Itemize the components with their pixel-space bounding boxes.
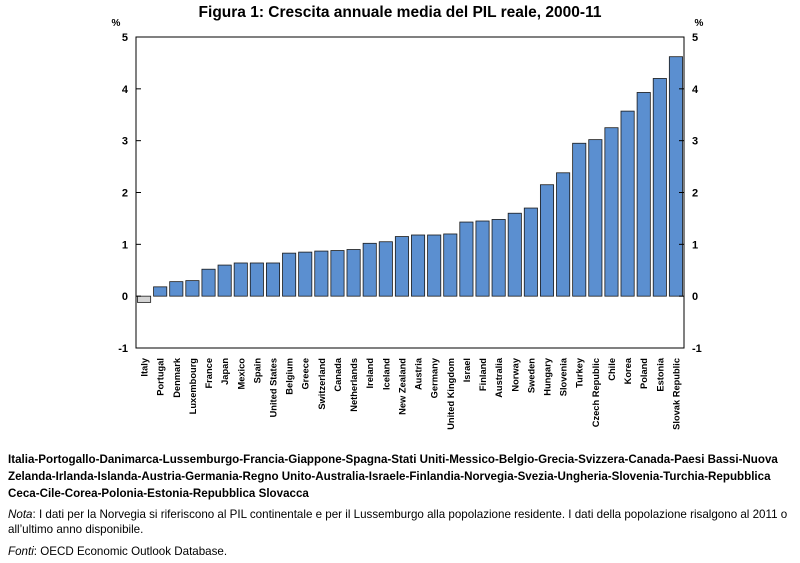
y-tick-label-left: 3 [122, 136, 128, 148]
x-tick-label: Norway [510, 357, 520, 391]
bar-new-zealand [394, 236, 409, 297]
bar-japan [217, 264, 232, 297]
y-tick-label-right: 1 [692, 239, 698, 251]
note-label: Nota [8, 508, 33, 521]
bar-united-kingdom [443, 233, 458, 297]
bar-austria [411, 234, 426, 297]
x-tick-label: Mexico [236, 358, 246, 390]
y-tick-label-left: 0 [122, 291, 128, 303]
bar-slovak-republic [668, 56, 683, 297]
x-tick-label: United Kingdom [446, 358, 456, 430]
x-tick-label: Czech Republic [591, 358, 601, 427]
bar-finland [475, 220, 490, 297]
x-tick-label: Spain [252, 358, 262, 384]
x-tick-label: Portugal [156, 358, 166, 396]
y-tick-label-right: 3 [692, 136, 698, 148]
bar-mexico [233, 262, 248, 297]
source-body: : OECD Economic Outlook Database. [33, 545, 228, 558]
y-tick-label-right: 5 [692, 32, 698, 44]
y-tick-label-right: 0 [692, 291, 698, 303]
x-tick-label: Estonia [655, 357, 665, 391]
x-tick-label: Slovenia [559, 357, 569, 396]
source-text: Fonti: OECD Economic Outlook Database. [8, 544, 793, 559]
y-tick-label-right: -1 [692, 343, 702, 355]
x-tick-label: Switzerland [317, 358, 327, 410]
y-axis-unit-right: % [695, 18, 704, 29]
note-body: : I dati per la Norvegia si riferiscono … [8, 508, 788, 536]
x-tick-label: Canada [333, 357, 343, 391]
x-tick-label: France [204, 358, 214, 389]
x-tick-label: Poland [639, 358, 649, 389]
bar-belgium [282, 252, 297, 297]
y-tick-label-right: 4 [692, 84, 699, 96]
bar-switzerland [314, 250, 329, 297]
bar-spain [249, 262, 264, 297]
bar-canada [330, 250, 345, 297]
x-tick-label: Hungary [543, 357, 553, 396]
x-tick-label: Israel [462, 358, 472, 382]
y-tick-label-right: 2 [692, 188, 698, 200]
bar-slovenia [556, 172, 571, 297]
x-tick-label: Netherlands [349, 358, 359, 412]
chart-title: Figura 1: Crescita annuale media del PIL… [198, 4, 602, 21]
x-tick-label: Iceland [381, 358, 391, 390]
x-tick-label: Austria [414, 357, 424, 390]
country-list-text: Italia-Portogallo-Danimarca-Lussemburgo-… [8, 453, 778, 500]
x-tick-label: Denmark [172, 357, 182, 398]
y-tick-label-left: 5 [122, 32, 128, 44]
x-tick-label: Chile [607, 358, 617, 381]
bar-estonia [652, 78, 667, 297]
note-text: Nota: I dati per la Norvegia si riferisc… [8, 507, 793, 537]
x-tick-label: Belgium [285, 358, 295, 395]
bar-luxembourg [185, 280, 200, 297]
x-tick-label: Korea [623, 357, 633, 384]
x-tick-label: Greece [301, 358, 311, 390]
x-tick-label: United States [269, 358, 279, 417]
bar-norway [507, 212, 522, 297]
bar-united-states [265, 262, 281, 297]
x-tick-label: Australia [494, 357, 504, 398]
bar-denmark [169, 281, 184, 297]
y-tick-label-left: 4 [122, 84, 129, 96]
x-tick-label: Slovak Republic [671, 358, 681, 430]
x-tick-label: Finland [478, 358, 488, 391]
x-tick-label: New Zealand [397, 358, 407, 415]
bars-group [137, 56, 683, 303]
bar-poland [636, 92, 651, 297]
x-tick-label: Turkey [575, 357, 585, 388]
source-label: Fonti [8, 545, 34, 558]
bar-australia [491, 219, 506, 297]
x-tick-label: Italy [140, 357, 150, 376]
y-tick-label-left: 1 [122, 239, 128, 251]
bar-greece [298, 251, 313, 297]
bar-sweden [523, 207, 538, 297]
bar-france [201, 268, 216, 297]
x-tick-labels: Italy Portugal Denmark Luxembourg France Japa… [140, 357, 682, 430]
x-tick-label: Luxembourg [188, 358, 198, 415]
bar-ireland [362, 242, 377, 297]
bar-israel [459, 221, 474, 297]
bar-czech-republic [588, 139, 603, 297]
bar-netherlands [346, 249, 361, 297]
y-tick-label-left: 2 [122, 188, 128, 200]
bar-turkey [572, 142, 587, 297]
bar-iceland [378, 241, 393, 297]
y-tick-label-left: -1 [118, 343, 128, 355]
bar-germany [427, 234, 442, 297]
x-tick-label: Germany [430, 357, 440, 398]
y-axis-unit-left: % [112, 18, 121, 29]
x-tick-label: Japan [220, 358, 230, 385]
bar-chile [604, 127, 619, 297]
axis-ticks: -1 -1 0 0 1 1 2 2 3 3 4 4 5 5 [118, 32, 702, 355]
x-tick-label: Ireland [365, 358, 375, 389]
bar-chart: -1 -1 0 0 1 1 2 2 3 3 4 4 5 5 Italy Portugal Denmark Lux… [112, 18, 704, 430]
bar-italy [137, 295, 152, 303]
bar-portugal [153, 286, 168, 297]
bar-korea [620, 110, 635, 297]
bar-hungary [539, 184, 555, 297]
x-tick-label: Sweden [526, 358, 536, 393]
